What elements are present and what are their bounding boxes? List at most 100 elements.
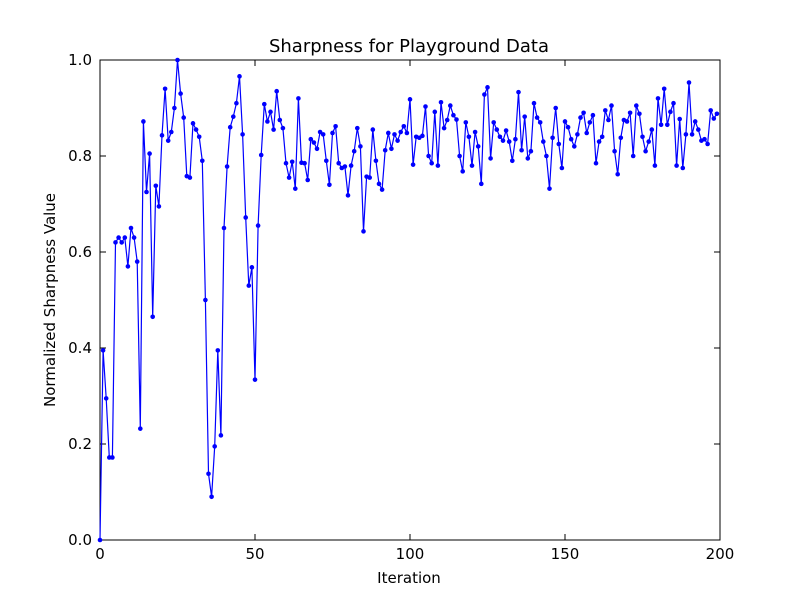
data-point — [665, 122, 670, 128]
data-point — [510, 158, 515, 164]
data-point — [575, 132, 580, 137]
x-tick-label: 150 — [551, 545, 580, 563]
x-tick-label: 200 — [706, 545, 735, 563]
data-point — [689, 132, 695, 137]
chart-title: Sharpness for Playground Data — [269, 36, 549, 57]
data-point — [627, 110, 633, 116]
data-point — [386, 130, 391, 136]
data-point — [407, 97, 413, 102]
data-point — [128, 225, 134, 231]
data-point — [240, 132, 245, 137]
data-point — [144, 189, 149, 195]
data-point — [175, 57, 180, 63]
data-point — [218, 433, 224, 438]
y-tick-label: 0.6 — [68, 243, 92, 261]
data-point — [277, 117, 283, 123]
data-point — [410, 162, 416, 167]
data-point — [460, 169, 466, 174]
data-point — [562, 119, 568, 124]
data-point — [172, 105, 177, 111]
data-point — [584, 130, 589, 136]
y-tick-label: 0.2 — [68, 435, 92, 453]
data-point — [392, 132, 397, 137]
data-point — [395, 138, 400, 143]
data-point — [280, 125, 286, 131]
series-line — [99, 59, 718, 541]
data-point — [401, 123, 407, 129]
data-point — [593, 160, 599, 166]
data-point — [429, 160, 435, 166]
data-point — [646, 139, 651, 144]
data-point — [169, 129, 174, 135]
data-point — [336, 160, 342, 166]
data-point — [317, 129, 323, 135]
x-tick-label: 50 — [245, 545, 264, 563]
data-point — [488, 156, 493, 161]
data-point — [596, 139, 602, 144]
data-point — [286, 175, 292, 180]
data-point — [466, 134, 472, 140]
data-point — [265, 119, 270, 124]
data-point — [497, 134, 503, 140]
data-point — [122, 235, 128, 240]
data-point — [599, 134, 605, 140]
data-point — [367, 175, 373, 180]
data-point — [141, 119, 146, 124]
data-point — [572, 144, 577, 149]
data-point — [432, 109, 438, 115]
data-point — [249, 265, 255, 270]
data-point — [634, 103, 639, 108]
data-point — [420, 133, 425, 139]
data-point — [327, 182, 332, 188]
data-point — [351, 148, 357, 154]
data-point — [559, 165, 565, 171]
data-point — [376, 181, 382, 187]
data-point — [451, 112, 456, 118]
data-point — [603, 108, 608, 113]
data-point — [330, 130, 335, 136]
data-point — [494, 127, 500, 132]
data-point — [252, 377, 258, 382]
data-point — [677, 116, 682, 122]
data-point — [519, 147, 524, 153]
data-point — [221, 225, 227, 231]
data-point — [630, 153, 636, 159]
data-point — [435, 163, 441, 168]
data-point — [361, 229, 366, 234]
data-point — [342, 164, 348, 169]
data-point — [491, 120, 497, 125]
data-point — [615, 171, 620, 177]
data-point — [320, 132, 326, 137]
data-point — [200, 158, 205, 164]
data-point — [196, 134, 202, 140]
y-axis-label: Normalized Sharpness Value — [41, 193, 59, 407]
data-point — [283, 160, 289, 166]
data-point — [296, 96, 301, 101]
data-point — [215, 348, 221, 353]
data-point — [534, 115, 540, 120]
plot-area: 0 50 100 150 200 0.0 0.2 0.4 0.6 0.8 1.0 — [68, 51, 734, 563]
data-point — [668, 109, 673, 115]
data-point — [516, 89, 521, 95]
data-point — [522, 114, 527, 119]
data-point — [640, 134, 645, 140]
y-tick-label: 0.4 — [68, 339, 92, 357]
data-point — [475, 144, 481, 149]
data-point — [110, 455, 115, 460]
data-point — [206, 471, 211, 477]
data-point — [565, 124, 571, 130]
data-point — [590, 112, 596, 118]
data-point — [686, 80, 692, 85]
data-point — [255, 223, 261, 228]
data-point — [119, 240, 124, 245]
data-point — [243, 215, 248, 220]
data-point — [547, 186, 552, 191]
data-point — [472, 129, 478, 135]
data-point — [485, 85, 490, 90]
data-point — [389, 146, 394, 152]
data-point — [289, 159, 295, 165]
data-point — [448, 103, 453, 108]
data-point — [683, 132, 689, 137]
data-point — [457, 153, 462, 159]
data-point — [578, 115, 583, 120]
